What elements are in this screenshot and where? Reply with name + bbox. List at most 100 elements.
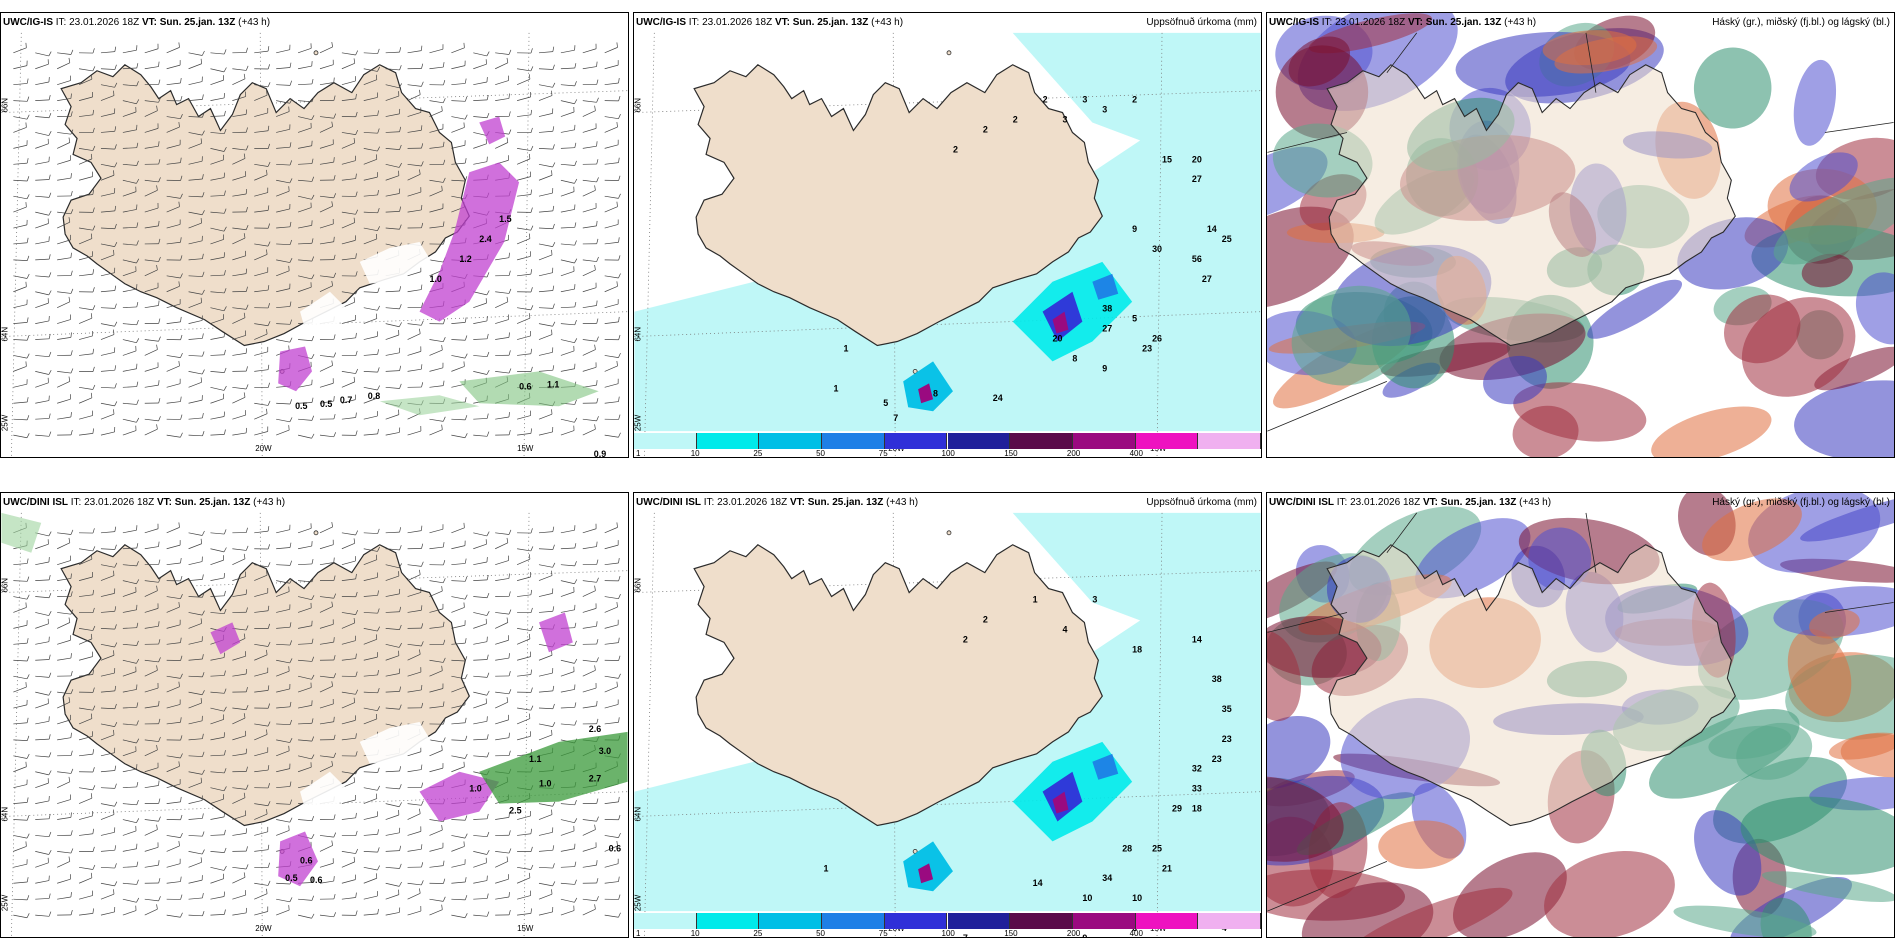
cloud-layer xyxy=(1651,406,1772,457)
value-label: 28 xyxy=(1122,843,1132,853)
colorbar-tick: 1 xyxy=(636,449,641,458)
cloud-layer xyxy=(1483,355,1547,405)
colorbar-tick: 75 xyxy=(878,929,888,938)
map-panel-clouds-top: UWC/IG-IS IT: 23.01.2026 18Z VT: Sun. 25… xyxy=(1266,12,1895,458)
iceland-landmass xyxy=(60,544,470,827)
value-label: 0.6 xyxy=(609,843,621,853)
colorbar-tick: 100 xyxy=(941,929,955,938)
cloud-layer xyxy=(1741,297,1856,397)
precip-field xyxy=(1052,311,1069,334)
cloud-layer xyxy=(1544,850,1675,937)
snowfall-area xyxy=(278,831,318,887)
field-title: Háský (gr.), miðský (fj.bl.) og lágský (… xyxy=(1712,497,1890,508)
iceland-landmass xyxy=(60,64,470,347)
value-label: 14 xyxy=(1207,224,1217,234)
cloud-layer xyxy=(1740,796,1894,875)
value-label: 9 xyxy=(1082,933,1087,937)
value-label: 23 xyxy=(1142,343,1152,353)
map-canvas xyxy=(1267,493,1894,937)
colorbar-swatch xyxy=(759,913,823,929)
snowfall-area xyxy=(538,612,573,653)
rain-area xyxy=(479,731,628,804)
value-label: 15 xyxy=(1162,154,1172,164)
colorbar-tick: 25 xyxy=(753,929,763,938)
precip-field-light xyxy=(1012,512,1261,633)
value-label: 2 xyxy=(953,144,958,154)
value-label: 1 xyxy=(843,343,848,353)
colorbar-swatch xyxy=(822,913,885,929)
cloud-layer xyxy=(1267,630,1302,722)
cloud-layer xyxy=(1554,36,1658,74)
colorbar-tick: 100 xyxy=(941,449,955,458)
cloud-layer xyxy=(1346,887,1513,937)
map-panel-wind-snow-bottom: UWC/DINI ISL IT: 23.01.2026 18Z VT: Sun.… xyxy=(0,492,629,938)
colorbar-swatch xyxy=(1010,433,1073,449)
grid-label-lon25: 25W xyxy=(634,894,642,911)
value-label: 3 xyxy=(1102,105,1107,115)
value-label: 0.5 xyxy=(285,873,297,883)
colorbar-tick: 150 xyxy=(1004,449,1018,458)
value-label: 4 xyxy=(1062,624,1067,634)
cloud-layer xyxy=(1793,59,1837,146)
field-title: Háský (gr.), miðský (fj.bl.) og lágský (… xyxy=(1712,17,1890,28)
value-label: 23 xyxy=(1222,734,1232,744)
colorbar-swatch xyxy=(947,913,1011,929)
map-panel-precip-bottom: UWC/DINI ISL IT: 23.01.2026 18Z VT: Sun.… xyxy=(633,492,1262,938)
colorbar-swatch xyxy=(947,433,1011,449)
cloud-layer xyxy=(1736,722,1813,780)
grid-label-lat66: 66N xyxy=(634,98,642,113)
cloud-layer xyxy=(1773,177,1894,265)
grid-label-lon25: 25W xyxy=(1,414,9,431)
island xyxy=(946,530,952,536)
value-label: 20 xyxy=(1053,334,1063,344)
value-label: 2 xyxy=(1132,95,1137,105)
colorbar-tick: 10 xyxy=(690,929,700,938)
value-label: 26 xyxy=(1152,334,1162,344)
cloud-layer xyxy=(1267,715,1331,789)
map-canvas: 2214318143835232332331829252110102834141… xyxy=(634,512,1261,937)
value-label: 1.1 xyxy=(529,754,541,764)
cloud-layer xyxy=(1587,279,1683,339)
grid-label-lon15: 15W xyxy=(517,924,534,933)
value-label: 14 xyxy=(1033,878,1043,888)
value-label: 0.9 xyxy=(594,449,606,457)
colorbar-tick: 25 xyxy=(753,449,763,458)
value-label: 27 xyxy=(1192,174,1202,184)
snow-cover-area xyxy=(300,771,350,812)
value-label: 0.5 xyxy=(320,399,332,409)
snowfall-area xyxy=(419,162,520,322)
cloud-layer xyxy=(1513,382,1647,442)
panel-header: UWC/IG-IS IT: 23.01.2026 18Z VT: Sun. 25… xyxy=(1269,17,1890,28)
value-label: 2.4 xyxy=(479,234,491,244)
colorbar-swatch xyxy=(1135,433,1199,449)
rain-area xyxy=(459,371,599,407)
value-label: 35 xyxy=(1222,704,1232,714)
grid-label-lat64: 64N xyxy=(634,327,642,342)
cloud-layer xyxy=(1693,47,1772,129)
grid-label-lat66: 66N xyxy=(1,578,9,593)
cloud-layer xyxy=(1528,527,1592,591)
field-title: Uppsöfnuð úrkoma (mm) xyxy=(1146,497,1257,508)
value-label: 10 xyxy=(1132,893,1142,903)
colorbar-swatch xyxy=(1072,433,1136,449)
value-label: 1.1 xyxy=(547,379,559,389)
snow-cover-area xyxy=(359,241,432,284)
snow-cover-area xyxy=(359,721,432,764)
value-label: 25 xyxy=(1222,234,1232,244)
iceland-landmass xyxy=(693,64,1103,347)
value-label: 0.7 xyxy=(340,395,352,405)
cloud-layer xyxy=(1301,882,1434,937)
iceland-landmass xyxy=(1326,64,1736,347)
snowfall-area xyxy=(278,346,313,392)
cloud-layer xyxy=(1673,905,1817,937)
colorbar-swatch xyxy=(759,433,823,449)
colorbar-swatch xyxy=(1135,913,1199,929)
island xyxy=(313,50,319,56)
iceland-landmass xyxy=(693,544,1103,827)
field-title: Uppsöfnuð úrkoma (mm) xyxy=(1146,17,1257,28)
colorbar-tick: 10 xyxy=(690,449,700,458)
value-label: 38 xyxy=(1102,304,1112,314)
value-label: 56 xyxy=(1192,254,1202,264)
value-label: 5 xyxy=(1132,314,1137,324)
snowfall-area xyxy=(210,622,241,655)
